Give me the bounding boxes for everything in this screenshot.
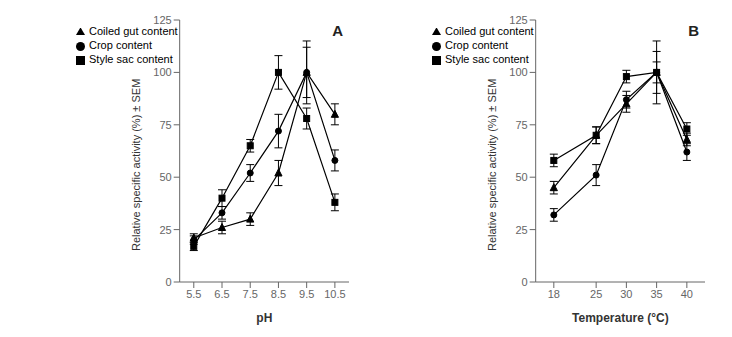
svg-text:25: 25: [515, 224, 527, 236]
svg-text:30: 30: [620, 288, 632, 300]
svg-text:25: 25: [159, 224, 171, 236]
svg-text:10.5: 10.5: [324, 288, 345, 300]
svg-text:7.5: 7.5: [243, 288, 258, 300]
svg-text:Relative specific activity (%): Relative specific activity (%) ± SEM: [130, 79, 142, 251]
svg-text:40: 40: [681, 288, 693, 300]
svg-text:8.5: 8.5: [271, 288, 286, 300]
svg-text:5.5: 5.5: [186, 288, 201, 300]
html-text:Crop content: Crop content: [445, 39, 508, 51]
svg-text:50: 50: [159, 171, 171, 183]
svg-text:6.5: 6.5: [214, 288, 229, 300]
svg-text:9.5: 9.5: [299, 288, 314, 300]
svg-text:100: 100: [153, 66, 171, 78]
html-text:Crop content: Crop content: [89, 39, 152, 51]
html-text:Coiled gut content: Coiled gut content: [445, 25, 534, 37]
svg-text:18: 18: [548, 288, 560, 300]
html-text:Style sac content: Style sac content: [445, 53, 529, 65]
svg-text:75: 75: [515, 119, 527, 131]
svg-text:25: 25: [590, 288, 602, 300]
svg-text:50: 50: [515, 171, 527, 183]
svg-text:125: 125: [509, 14, 527, 26]
svg-text:0: 0: [522, 276, 528, 288]
html-text:Style sac content: Style sac content: [89, 53, 173, 65]
html-text:B: B: [688, 22, 699, 39]
svg-text:0: 0: [166, 276, 172, 288]
svg-text:125: 125: [153, 14, 171, 26]
svg-text:Relative specific activity (%): Relative specific activity (%) ± SEM: [486, 79, 498, 251]
svg-text:pH: pH: [256, 311, 272, 325]
svg-text:75: 75: [159, 119, 171, 131]
html-text:A: A: [332, 22, 343, 39]
html-text:Coiled gut content: Coiled gut content: [89, 25, 178, 37]
svg-text:Temperature (°C): Temperature (°C): [572, 311, 669, 325]
svg-text:35: 35: [650, 288, 662, 300]
svg-text:100: 100: [509, 66, 527, 78]
